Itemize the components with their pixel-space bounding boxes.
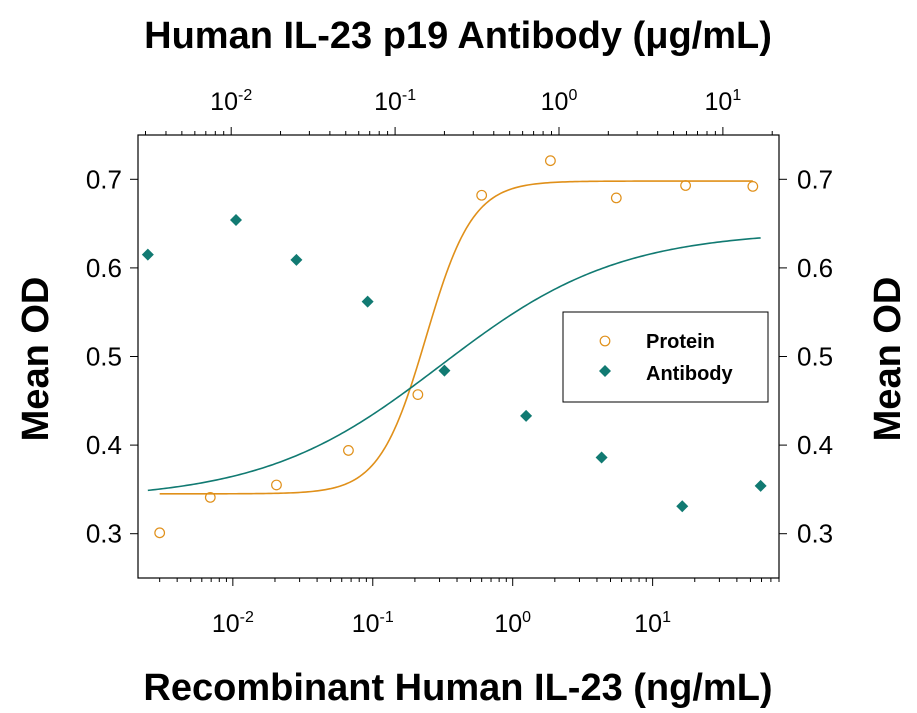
antibody-data-point — [520, 409, 533, 422]
x-bottom-tick-label: 10-1 — [352, 609, 394, 638]
x-bottom-tick-label: 10-2 — [212, 609, 254, 638]
y-axis-label-left: Mean OD — [15, 277, 57, 442]
y-right-tick-label: 0.6 — [797, 253, 833, 283]
protein-data-point — [610, 192, 622, 204]
antibody-data-point — [438, 364, 451, 377]
y-left-tick-label: 0.4 — [86, 430, 122, 460]
antibody-data-point — [754, 479, 767, 492]
x-bottom-tick-label: 100 — [494, 609, 531, 638]
y-right-tick-label: 0.7 — [797, 164, 833, 194]
antibody-data-point — [290, 253, 303, 266]
antibody-fit-curve — [147, 237, 761, 492]
antibody-data-point — [141, 248, 154, 261]
x-top-tick-label: 100 — [541, 87, 578, 116]
y-left-tick-label: 0.6 — [86, 253, 122, 283]
protein-data-point — [343, 445, 354, 456]
legend: Protein Antibody — [562, 311, 769, 403]
y-left-tick-label: 0.7 — [86, 164, 122, 194]
x-top-tick-label: 10-1 — [374, 87, 416, 116]
protein-data-point — [476, 189, 488, 201]
protein-data-point — [747, 180, 759, 192]
y-right-tick-label: 0.5 — [797, 342, 833, 372]
antibody-data-point — [676, 500, 689, 513]
antibody-data-point — [361, 295, 374, 308]
protein-data-point — [154, 527, 166, 539]
protein-fit-curve — [159, 180, 753, 495]
x-bottom-tick-label: 101 — [634, 609, 671, 638]
fit-curves-layer — [147, 180, 761, 495]
antibody-data-point — [595, 451, 608, 464]
antibody-data-point — [230, 214, 243, 227]
chart-title: Human IL-23 p19 Antibody (μg/mL) — [144, 15, 772, 57]
legend-protein-label: Protein — [646, 331, 715, 353]
protein-data-point — [204, 491, 216, 503]
x-axis-label: Recombinant Human IL-23 (ng/mL) — [143, 667, 772, 709]
legend-protein-marker — [599, 335, 611, 347]
y-left-tick-label: 0.3 — [86, 519, 122, 549]
legend-antibody-label: Antibody — [646, 363, 734, 385]
y-right-tick-label: 0.4 — [797, 430, 833, 460]
x-top-tick-label: 10-2 — [210, 87, 252, 116]
protein-data-point — [271, 479, 282, 491]
legend-antibody-marker — [599, 365, 611, 377]
y-right-tick-label: 0.3 — [797, 519, 833, 549]
data-points-layer — [141, 155, 767, 539]
legend-box — [562, 311, 769, 403]
protein-data-point — [680, 180, 691, 191]
protein-data-point — [412, 389, 424, 400]
axes-layer: 10-2 10-1 100 101 10-2 10-1 100 101 0.3 0.3 0.4 0.4… — [86, 87, 833, 638]
x-top-tick-label: 101 — [705, 87, 742, 116]
y-left-tick-label: 0.5 — [86, 342, 122, 372]
protein-data-point — [545, 155, 556, 167]
y-axis-label-right: Mean OD — [867, 277, 909, 442]
